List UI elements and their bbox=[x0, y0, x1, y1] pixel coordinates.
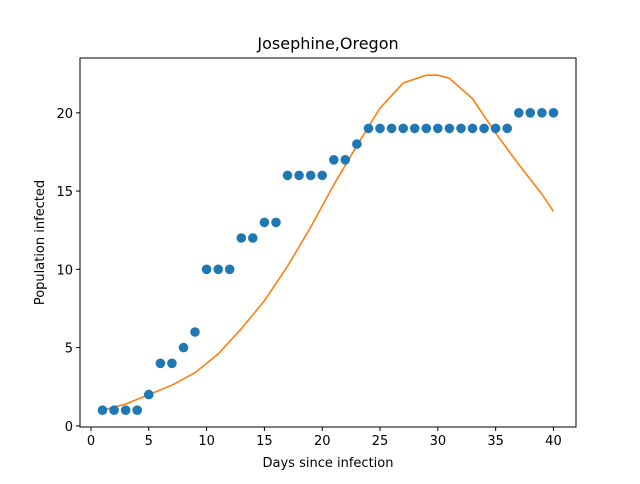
data-point bbox=[259, 217, 270, 228]
data-point bbox=[109, 405, 119, 416]
data-point bbox=[479, 123, 489, 134]
data-point bbox=[340, 155, 351, 165]
data-point bbox=[201, 264, 212, 275]
x-tick-label: 25 bbox=[372, 434, 389, 449]
data-point bbox=[167, 358, 177, 369]
data-point bbox=[467, 123, 478, 134]
x-tick-label: 35 bbox=[487, 434, 504, 449]
data-point bbox=[363, 123, 374, 134]
data-point bbox=[248, 233, 258, 243]
data-point bbox=[224, 264, 235, 275]
data-point bbox=[514, 108, 524, 118]
data-point bbox=[271, 217, 281, 228]
y-tick-label: 15 bbox=[56, 185, 73, 200]
data-point bbox=[213, 264, 223, 275]
data-point bbox=[317, 170, 328, 181]
x-tick-label: 0 bbox=[87, 434, 95, 449]
data-point bbox=[190, 327, 200, 337]
axes-frame bbox=[79, 57, 577, 428]
y-tick-label: 20 bbox=[56, 107, 73, 122]
y-tick-label: 0 bbox=[65, 420, 73, 435]
x-tick-label: 10 bbox=[198, 434, 215, 449]
data-point bbox=[421, 123, 432, 134]
data-point bbox=[444, 123, 455, 134]
data-point bbox=[294, 170, 304, 181]
data-point bbox=[120, 405, 131, 416]
data-point bbox=[352, 139, 362, 149]
y-tick-label: 10 bbox=[56, 263, 73, 278]
x-tick-label: 15 bbox=[256, 434, 273, 449]
data-point bbox=[305, 170, 316, 181]
x-tick-label: 30 bbox=[430, 434, 447, 449]
data-point bbox=[155, 358, 166, 369]
data-point bbox=[282, 170, 293, 181]
axis-ticks: 0 5 10 15 20 25 30 35 40 0 5 10 15 20 bbox=[56, 107, 561, 449]
data-point bbox=[236, 233, 247, 243]
data-point bbox=[537, 108, 547, 118]
data-point bbox=[97, 405, 108, 416]
plot-area bbox=[97, 74, 559, 416]
data-point bbox=[433, 123, 443, 134]
y-tick-label: 5 bbox=[65, 342, 73, 357]
data-point bbox=[386, 123, 397, 134]
data-point bbox=[329, 155, 339, 165]
x-tick-label: 5 bbox=[145, 434, 153, 449]
data-point bbox=[525, 108, 536, 118]
y-axis-label: Population infected bbox=[33, 180, 48, 305]
data-point bbox=[456, 123, 466, 134]
data-point bbox=[409, 123, 420, 134]
x-tick-label: 20 bbox=[314, 434, 331, 449]
data-point bbox=[490, 123, 501, 134]
data-point bbox=[144, 389, 154, 400]
data-point bbox=[375, 123, 385, 134]
data-point bbox=[398, 123, 409, 134]
data-point bbox=[548, 108, 559, 118]
chart-title: Josephine,Oregon bbox=[256, 34, 398, 53]
x-axis-label: Days since infection bbox=[263, 456, 394, 471]
data-point bbox=[178, 342, 189, 353]
data-point bbox=[132, 405, 142, 416]
fit-line bbox=[102, 74, 555, 411]
data-point bbox=[502, 123, 512, 134]
x-tick-label: 40 bbox=[545, 434, 562, 449]
